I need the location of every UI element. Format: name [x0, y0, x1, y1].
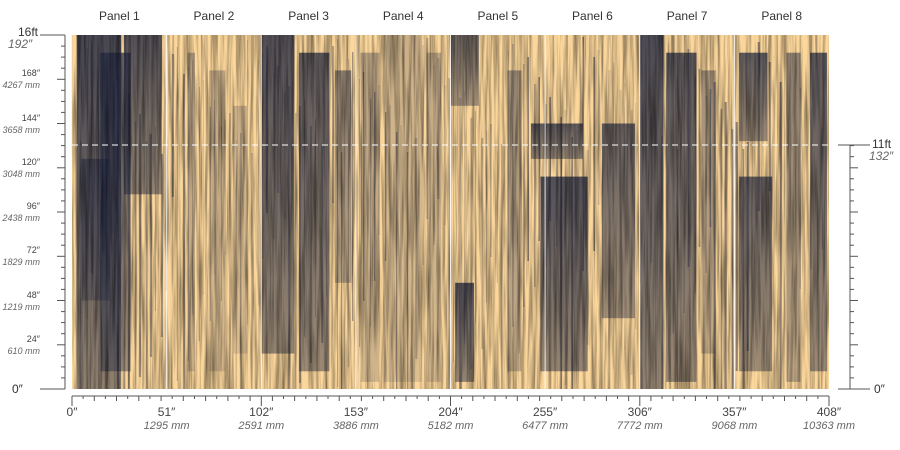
left-tick-label-in: 168″ [21, 68, 40, 79]
right-axis-11ft: 11ft [872, 137, 892, 151]
x-tick-label-in: 357″ [722, 405, 747, 419]
x-tick-label-mm: 2591 mm [238, 420, 285, 432]
panel-dividers [166, 35, 735, 389]
left-tick-label-mm: 610 mm [7, 345, 40, 356]
axes [40, 34, 870, 406]
right-axis-132in: 132″ [869, 149, 894, 163]
x-tick-label-in: 204″ [438, 405, 463, 419]
x-tick-label-in: 102″ [249, 405, 274, 419]
x-tick-label-in: 0″ [66, 405, 78, 419]
panel-title: Panel 5 [477, 9, 519, 23]
x-tick-label-in: 306″ [627, 405, 652, 419]
x-tick-label-in: 153″ [343, 405, 369, 419]
left-tick-label-in: 72″ [26, 245, 40, 256]
x-tick-label-in: 51″ [157, 405, 176, 419]
x-tick-label-in: 255″ [532, 405, 558, 419]
x-tick-label-mm: 7772 mm [616, 420, 663, 432]
left-tick-label-mm: 3048 mm [2, 168, 40, 179]
left-tick-label-in: 24″ [26, 333, 40, 344]
x-tick-label-in: 408″ [816, 405, 842, 419]
left-axis-top-ft: 16ft [18, 25, 39, 39]
panel-title: Panel 7 [666, 9, 708, 23]
x-tick-label-mm: 3886 mm [332, 420, 379, 432]
panel-title: Panel 4 [382, 9, 424, 23]
right-axis-zero: 0″ [874, 382, 885, 396]
x-tick-label-mm: 1295 mm [143, 420, 190, 432]
left-tick-label-in: 48″ [26, 289, 40, 300]
x-tick-label-mm: 9068 mm [711, 420, 758, 432]
left-axis-top-in: 192″ [8, 37, 33, 51]
left-tick-label-mm: 4267 mm [2, 80, 40, 91]
left-axis-zero: 0″ [12, 382, 23, 396]
left-tick-label-mm: 3658 mm [2, 124, 40, 135]
x-tick-label-mm: 10363 mm [803, 420, 855, 432]
left-tick-label-mm: 1829 mm [2, 257, 40, 268]
x-tick-label-mm: 6477 mm [522, 420, 569, 432]
left-tick-label-in: 144″ [21, 112, 40, 123]
panel-title: Panel 2 [193, 9, 235, 23]
panel-title: Panel 8 [761, 9, 803, 23]
left-tick-label-mm: 2438 mm [2, 213, 40, 223]
x-tick-label-mm: 5182 mm [427, 420, 474, 432]
panel-title: Panel 1 [98, 9, 140, 23]
left-tick-label-mm: 1219 mm [2, 301, 40, 312]
panel-title: Panel 3 [288, 9, 329, 23]
left-tick-label-in: 120″ [21, 156, 40, 167]
left-tick-label-in: 96″ [26, 201, 40, 211]
panel-title: Panel 6 [572, 9, 613, 23]
